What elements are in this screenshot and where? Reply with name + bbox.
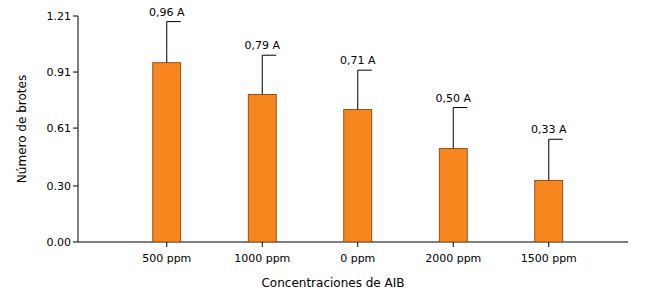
y-tick-label: 1.21 [47, 10, 72, 23]
y-tick [73, 185, 78, 186]
data-label: 0,33 A [531, 123, 567, 136]
y-tick [73, 128, 78, 129]
y-tick-label: 0.91 [47, 66, 72, 79]
x-tick [262, 242, 263, 247]
data-label: 0,79 A [244, 39, 280, 52]
chart-svg: 0.00 0.30 0.61 0.91 1.21 500 ppm 0,96 A 1000 pp… [0, 0, 661, 299]
data-label: 0,96 A [149, 6, 185, 19]
data-label: 0,71 A [340, 54, 376, 67]
bar [153, 63, 181, 242]
y-tick [73, 242, 78, 243]
x-tick-label: 500 ppm [142, 252, 191, 265]
x-tick [166, 242, 167, 247]
error-bar [549, 139, 563, 180]
bar [344, 109, 372, 242]
y-tick-label: 0.61 [47, 122, 72, 135]
x-tick-label: 0 ppm [340, 252, 375, 265]
y-tick-label: 0.00 [47, 236, 72, 249]
error-bar [167, 22, 181, 63]
x-tick-label: 1500 ppm [521, 252, 577, 265]
y-tick [73, 16, 78, 17]
data-label: 0,50 A [435, 92, 471, 105]
x-tick-label: 2000 ppm [425, 252, 481, 265]
bar [535, 180, 563, 242]
y-axis-line [78, 16, 79, 242]
bar [439, 149, 467, 242]
error-bar [453, 108, 467, 149]
x-tick-label: 1000 ppm [234, 252, 290, 265]
y-tick [73, 72, 78, 73]
y-axis-label: Número de brotes [15, 75, 29, 183]
chart-container: 0.00 0.30 0.61 0.91 1.21 500 ppm 0,96 A 1000 pp… [0, 0, 661, 299]
error-bar [358, 70, 372, 109]
y-tick-label: 0.30 [47, 180, 72, 193]
x-tick [548, 242, 549, 247]
x-axis-label: Concentraciones de AIB [261, 276, 404, 290]
bars-group [153, 22, 563, 242]
bar [248, 94, 276, 242]
x-tick [357, 242, 358, 247]
x-tick [453, 242, 454, 247]
error-bar [262, 55, 276, 94]
